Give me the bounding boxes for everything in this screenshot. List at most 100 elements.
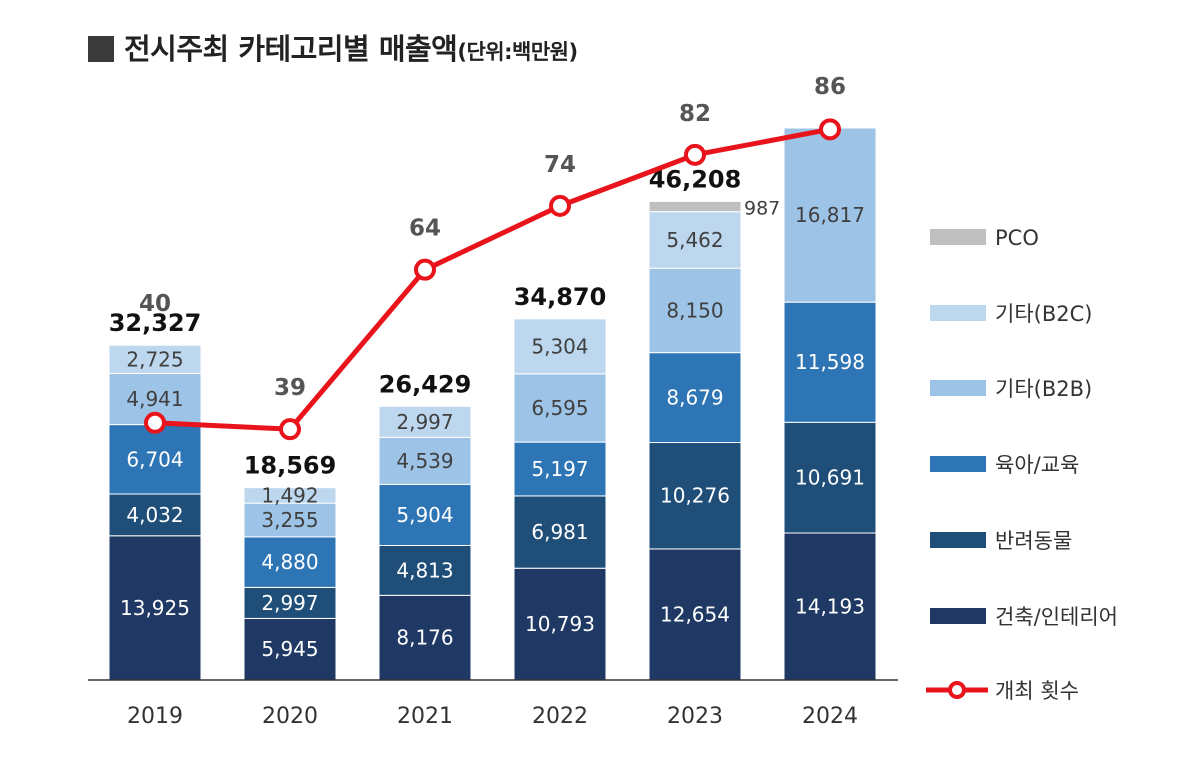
- data-label: 6,704: [126, 447, 183, 471]
- bar-segment: [648, 200, 742, 213]
- data-label: 4,941: [126, 387, 183, 411]
- bar-segment: [513, 318, 607, 375]
- data-label: 5,904: [396, 503, 453, 527]
- data-label: 13,925: [120, 596, 190, 620]
- bar-segment: [648, 211, 742, 269]
- data-label: 14,193: [795, 595, 865, 619]
- total-label: 34,870: [514, 283, 607, 311]
- data-label: 8,150: [666, 298, 723, 322]
- bar-segment: [513, 567, 607, 681]
- data-label: 10,276: [660, 484, 730, 508]
- data-label: 5,945: [261, 637, 318, 661]
- total-label: 26,429: [379, 370, 472, 398]
- data-label: 4,539: [396, 449, 453, 473]
- legend-swatch: [930, 380, 986, 396]
- x-tick-label: 2024: [802, 704, 858, 729]
- bar-segment: [243, 536, 337, 588]
- legend-swatch: [930, 608, 986, 624]
- data-label: 2,725: [126, 347, 183, 371]
- x-tick-label: 2021: [397, 704, 453, 729]
- bar-segment: [378, 436, 472, 485]
- legend-swatch: [930, 456, 986, 472]
- bar-segment: [378, 594, 472, 681]
- bar-segment: [648, 442, 742, 550]
- bar-segment: [513, 441, 607, 497]
- data-label: 5,197: [531, 457, 588, 481]
- total-label: 46,208: [649, 165, 742, 193]
- data-label: 5,462: [666, 228, 723, 252]
- line-point: [684, 143, 706, 166]
- line-point-label: 74: [544, 152, 576, 178]
- line-point-label: 82: [679, 101, 711, 127]
- data-label: 10,691: [795, 466, 865, 490]
- x-tick-label: 2019: [127, 704, 183, 729]
- line-series: [154, 126, 831, 432]
- line-point-label: 39: [274, 375, 306, 401]
- legend-swatch: [930, 305, 986, 321]
- data-label: 4,813: [396, 558, 453, 582]
- line-point: [414, 258, 436, 281]
- legend-label: 육아/교육: [995, 453, 1079, 477]
- legend-swatch: [930, 532, 986, 548]
- data-label: 1,492: [261, 483, 318, 507]
- data-label: 12,654: [660, 602, 730, 626]
- data-label: 16,817: [795, 203, 865, 227]
- title-square-icon: [88, 36, 114, 62]
- line-point: [279, 418, 301, 441]
- legend-swatch: [930, 229, 986, 245]
- data-label: 10,793: [525, 612, 595, 636]
- bar-segment: [378, 483, 472, 546]
- legend-line-marker: [948, 681, 966, 699]
- bar-segment: [378, 405, 472, 438]
- bar-segment: [513, 495, 607, 569]
- bar-segment: [108, 424, 202, 495]
- bar-segment: [648, 548, 742, 681]
- data-label: 11,598: [795, 350, 865, 374]
- x-tick-label: 2022: [532, 704, 588, 729]
- data-label: 5,304: [531, 334, 588, 358]
- x-tick-label: 2023: [667, 704, 723, 729]
- line-point-label: 40: [139, 291, 171, 317]
- bar-segment: [243, 586, 337, 619]
- data-label: 4,880: [261, 550, 318, 574]
- line-point: [144, 411, 166, 434]
- legend-label: 기타(B2C): [995, 302, 1092, 326]
- legend-label: 반려동물: [995, 529, 1072, 553]
- legend-label: 건축/인테리어: [995, 605, 1118, 629]
- data-label: 4,032: [126, 503, 183, 527]
- bar-segment: [108, 535, 202, 681]
- legend-label: 개최 횟수: [995, 679, 1079, 703]
- legend-label: PCO: [995, 226, 1039, 250]
- data-label: 6,981: [531, 520, 588, 544]
- line-point-label: 64: [409, 216, 441, 242]
- bar-segment: [783, 301, 877, 423]
- x-tick-label: 2020: [262, 704, 318, 729]
- data-label: 6,595: [531, 396, 588, 420]
- data-label: 8,176: [396, 626, 453, 650]
- data-label: 3,255: [261, 508, 318, 532]
- total-label: 18,569: [244, 452, 337, 480]
- bar-segment: [783, 421, 877, 534]
- bar-segment: [783, 127, 877, 303]
- total-label: 32,327: [109, 309, 202, 337]
- bar-segment: [108, 493, 202, 537]
- data-label: 2,997: [261, 591, 318, 615]
- chart-unit-label: (단위:백만원): [457, 40, 578, 64]
- bar-segment: [108, 344, 202, 374]
- bar-segment: [648, 267, 742, 354]
- bar-segment: [783, 532, 877, 681]
- bar-segment: [243, 487, 337, 504]
- line-point-label: 86: [814, 74, 846, 100]
- legend-label: 기타(B2B): [995, 377, 1092, 401]
- bar-segment: [513, 373, 607, 443]
- data-label: 8,679: [666, 386, 723, 410]
- data-label: 987: [744, 198, 780, 220]
- line-point: [549, 194, 571, 217]
- data-label: 2,997: [396, 410, 453, 434]
- bar-segment: [648, 352, 742, 444]
- line-point: [819, 118, 841, 141]
- chart-title: 전시주최 카테고리별 매출액(단위:백만원): [88, 26, 578, 68]
- bar-segment: [378, 544, 472, 596]
- chart-title-text: 전시주최 카테고리별 매출액: [124, 32, 458, 66]
